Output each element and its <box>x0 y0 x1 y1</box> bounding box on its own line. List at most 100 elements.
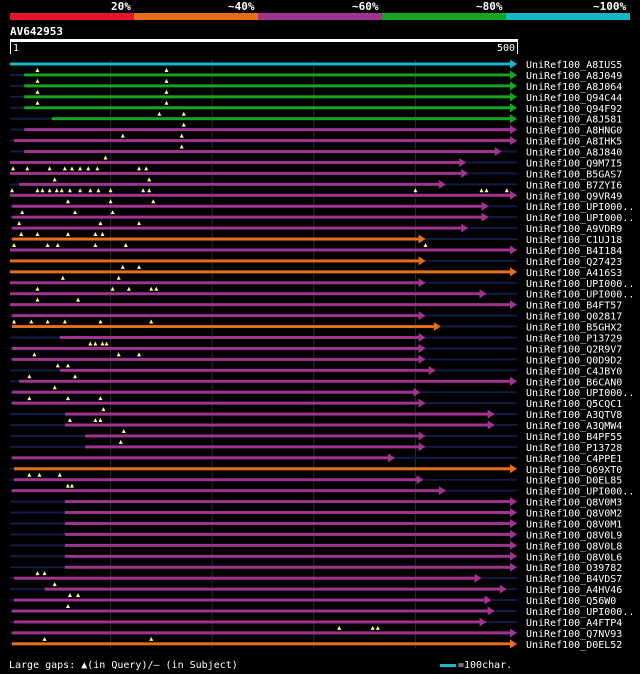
query-gap-mark <box>149 286 154 291</box>
query-gap-mark <box>98 319 103 324</box>
query-gap-mark <box>120 133 125 138</box>
hit-label: UniRef100_UPI000.. <box>526 388 634 399</box>
hit-label: UniRef100_A3QTV8 <box>526 410 622 421</box>
hit-label: UniRef100_UPI000.. <box>526 290 634 301</box>
hit-label: UniRef100_Q8V0M1 <box>526 519 622 530</box>
query-gap-mark <box>179 144 184 149</box>
ruler-end-label: 500 <box>496 43 515 54</box>
query-gap-mark <box>96 188 101 193</box>
query-gap-mark <box>27 374 32 379</box>
legend-label-1: 20% <box>111 0 131 13</box>
query-gap-mark <box>62 319 67 324</box>
hit-bar <box>85 445 420 449</box>
query-gap-mark <box>93 418 98 423</box>
hit-arrow <box>510 628 517 638</box>
query-gap-mark <box>164 100 169 105</box>
hit-bar <box>12 215 483 219</box>
query-gap-mark <box>45 319 50 324</box>
hit-arrow <box>418 278 426 288</box>
large-gaps-legend: Large gaps: ▲(in Query)/— (in Subject) <box>9 660 238 671</box>
hit-label: UniRef100_C4JBY0 <box>526 366 622 377</box>
hit-arrow <box>510 70 517 80</box>
hit-arrow <box>510 125 517 135</box>
hit-arrow <box>418 398 426 408</box>
hit-label: UniRef100_Q8V0L6 <box>526 552 622 563</box>
query-gap-mark <box>413 188 418 193</box>
hit-bar <box>12 609 489 613</box>
scale-label: =100char. <box>458 660 513 671</box>
hit-arrow <box>510 508 517 518</box>
query-gap-mark <box>52 582 57 587</box>
query-gap-mark <box>147 188 152 193</box>
hit-bar <box>59 336 420 339</box>
query-gap-mark <box>120 264 125 269</box>
hit-arrow <box>510 300 517 310</box>
hit-label: UniRef100_D0EL52 <box>526 640 622 651</box>
hit-label: UniRef100_Q94C44 <box>526 93 622 104</box>
query-gap-mark <box>32 352 37 357</box>
query-gap-mark <box>65 363 70 368</box>
query-gap-mark <box>73 374 78 379</box>
hit-arrow <box>418 343 426 353</box>
query-gap-mark <box>19 232 24 237</box>
hit-label: UniRef100_Q69XT0 <box>526 465 622 476</box>
hit-bar <box>24 84 511 88</box>
query-gap-mark <box>100 232 105 237</box>
hit-arrow <box>510 190 517 200</box>
query-gap-mark <box>118 439 123 444</box>
query-gap-mark <box>110 286 115 291</box>
hit-bar <box>24 73 511 77</box>
query-gap-mark <box>164 78 169 83</box>
hit-bar <box>12 204 483 208</box>
query-gap-mark <box>12 319 17 324</box>
hit-bar <box>14 620 481 624</box>
query-gap-mark <box>42 571 47 576</box>
ruler-start-label: 1 <box>13 43 20 54</box>
query-gap-mark <box>65 604 70 608</box>
query-gap-mark <box>10 188 15 193</box>
hit-bar <box>24 106 511 110</box>
query-gap-mark <box>59 188 64 193</box>
hit-arrow <box>510 518 517 528</box>
hit-arrow <box>510 464 517 474</box>
query-gap-mark <box>98 221 103 226</box>
hit-bar <box>44 587 501 591</box>
hit-label: UniRef100_Q9VR49 <box>526 191 622 202</box>
hit-label: UniRef100_Q0D9D2 <box>526 355 622 366</box>
query-gap-mark <box>57 472 62 477</box>
query-gap-mark <box>47 166 52 171</box>
hit-label: UniRef100_D0EL85 <box>526 476 622 487</box>
hit-label: UniRef100_B7ZYI6 <box>526 180 622 191</box>
hit-label: UniRef100_P13729 <box>526 334 622 345</box>
hit-bar <box>10 248 511 252</box>
legend-bar-3 <box>258 13 382 20</box>
query-gap-mark <box>164 67 169 72</box>
hit-label: UniRef100_C4PPE1 <box>526 454 622 465</box>
query-gap-mark <box>62 166 67 171</box>
hit-label: UniRef100_Q27423 <box>526 257 622 268</box>
query-gap-mark <box>370 625 375 630</box>
hit-label: UniRef100_Q5CQC1 <box>526 399 622 410</box>
hit-arrow <box>459 157 467 167</box>
query-gap-mark <box>123 242 128 247</box>
hit-arrow <box>388 453 396 463</box>
hit-label: UniRef100_B6CAN0 <box>526 377 622 388</box>
hit-arrow <box>418 256 426 266</box>
hit-label: UniRef100_A8J064 <box>526 82 622 93</box>
query-gap-mark <box>52 177 57 182</box>
query-gap-mark <box>121 428 126 433</box>
hit-label: UniRef100_UPI000.. <box>526 487 634 498</box>
hit-arrow <box>413 387 421 397</box>
hit-bar <box>12 631 511 635</box>
hit-arrow <box>510 114 517 124</box>
hit-bar <box>64 532 512 536</box>
query-gap-mark <box>95 166 100 171</box>
query-gap-mark <box>484 188 489 193</box>
query-gap-mark <box>76 297 81 302</box>
hit-arrow <box>487 606 495 616</box>
hit-label: UniRef100_A3QMW4 <box>526 421 622 432</box>
query-gap-mark <box>47 188 52 193</box>
query-gap-mark <box>35 297 40 302</box>
hit-label: UniRef100_B4FT57 <box>526 301 622 312</box>
query-gap-mark <box>108 199 113 204</box>
